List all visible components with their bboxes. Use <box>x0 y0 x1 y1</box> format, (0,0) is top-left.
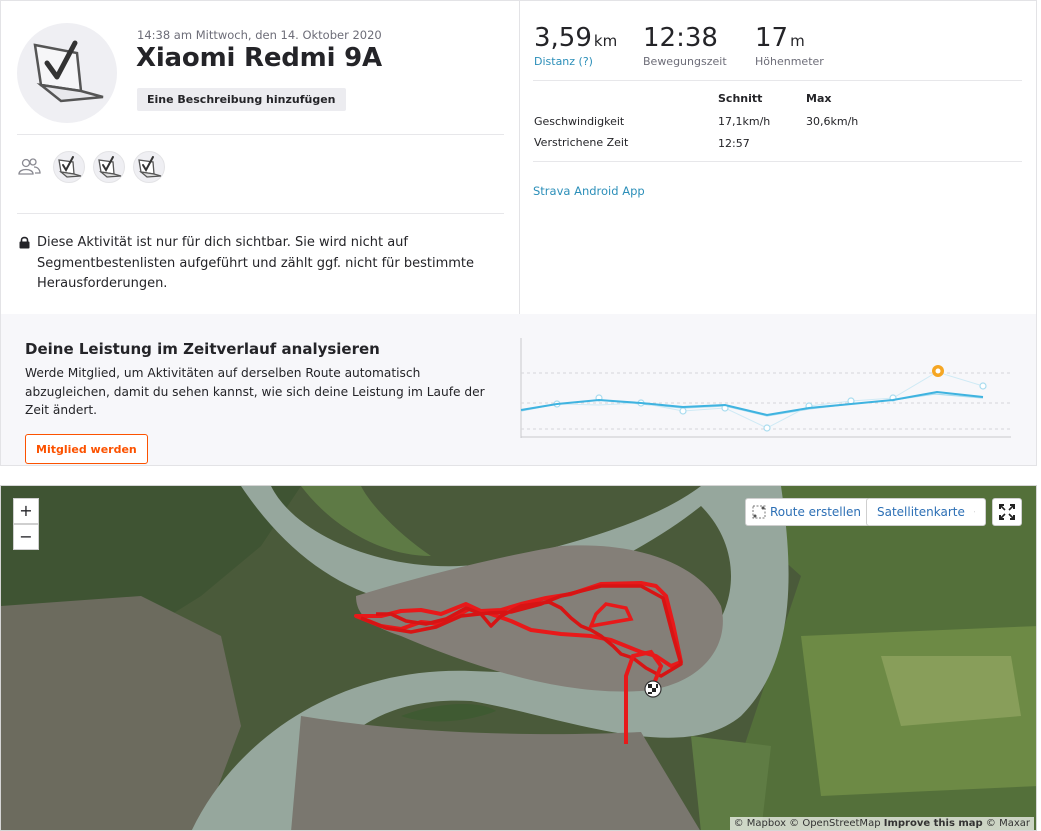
map-type-label: Satellitenkarte <box>877 505 965 519</box>
analysis-text: Werde Mitglied, um Aktivitäten auf derse… <box>25 366 485 417</box>
table-header-average: Schnitt <box>718 92 763 105</box>
elevation-label: Höhenmeter <box>755 55 824 68</box>
map-attribution: © Mapbox © OpenStreetMap Improve this ma… <box>729 817 1034 830</box>
table-row-label: Geschwindigkeit <box>534 115 625 128</box>
laptop-check-icon <box>138 156 162 178</box>
zoom-in-button[interactable]: + <box>13 498 39 524</box>
distance-value: 3,59 km <box>534 23 618 53</box>
distance-help-link[interactable]: Distanz (?) <box>534 55 593 68</box>
checkered-flag-icon <box>648 684 658 694</box>
privacy-text: Diese Aktivität ist nur für dich sichtba… <box>37 235 475 291</box>
map-type-select[interactable]: Satellitenkarte <box>866 498 986 526</box>
chart-points-line <box>520 371 984 429</box>
satellite-map-image[interactable] <box>1 486 1037 831</box>
table-header-max: Max <box>806 92 832 105</box>
moving-time-value: 12:38 <box>643 23 718 53</box>
elevation-value: 17 m <box>755 23 805 53</box>
route-line <box>360 584 683 678</box>
laptop-check-icon <box>33 40 104 103</box>
chart-points <box>553 382 987 432</box>
activity-datetime: 14:38 am Mittwoch, den 14. Oktober 2020 <box>137 28 382 42</box>
zoom-out-button[interactable]: − <box>13 524 39 550</box>
create-route-label: Route erstellen <box>770 505 861 519</box>
trend-chart <box>520 338 1011 438</box>
improve-map-link[interactable]: Improve this map <box>883 818 983 829</box>
activity-title[interactable]: Xiaomi Redmi 9A <box>136 43 382 73</box>
chart-current-line <box>520 390 984 417</box>
stat-distance: 3,59 km Distanz (?) <box>534 23 617 68</box>
attribution-text[interactable]: © Mapbox © OpenStreetMap <box>733 818 881 829</box>
become-member-button[interactable]: Mitglied werden <box>25 434 148 464</box>
laptop-check-icon <box>58 156 82 178</box>
kudos-avatar[interactable] <box>133 151 165 183</box>
table-cell-max: 30,6km/h <box>806 115 859 128</box>
fullscreen-icon <box>999 504 1015 520</box>
device-app-link[interactable]: Strava Android App <box>533 184 645 198</box>
route-icon <box>752 505 766 519</box>
elevation-unit: m <box>790 32 805 50</box>
activity-avatar <box>17 23 117 123</box>
add-description-button[interactable]: Eine Beschreibung hinzufügen <box>137 88 346 111</box>
kudos-avatar[interactable] <box>53 151 85 183</box>
route-line <box>624 649 664 744</box>
chart-point <box>979 382 987 390</box>
route-map[interactable]: + − Route erstellen Satellitenkarte © Ma… <box>0 485 1037 831</box>
activity-summary: 14:38 am Mittwoch, den 14. Oktober 2020 … <box>1 1 520 314</box>
create-route-button[interactable]: Route erstellen <box>745 498 870 526</box>
stat-moving-time: 12:38 Bewegungszeit <box>643 23 727 68</box>
route-line <box>588 602 634 629</box>
attribution-suffix[interactable]: © Maxar <box>985 818 1030 829</box>
divider <box>533 80 1022 81</box>
lock-icon <box>19 236 30 249</box>
divider <box>533 161 1022 162</box>
moving-time-label: Bewegungszeit <box>643 55 727 68</box>
chart-point <box>763 424 771 432</box>
activity-card: 14:38 am Mittwoch, den 14. Oktober 2020 … <box>0 0 1037 466</box>
chart-current-highlight-dot <box>935 368 941 374</box>
fullscreen-button[interactable] <box>992 498 1022 526</box>
kudos-avatar[interactable] <box>93 151 125 183</box>
chart-point <box>679 407 687 415</box>
analysis-title: Deine Leistung im Zeitverlauf analysiere… <box>25 340 380 358</box>
laptop-check-icon <box>98 156 122 178</box>
analysis-upsell: Deine Leistung im Zeitverlauf analysiere… <box>1 314 1036 465</box>
chevron-down-icon <box>973 511 975 513</box>
table-row-label: Verstrichene Zeit <box>534 136 629 149</box>
group-people-icon[interactable] <box>17 157 41 177</box>
stat-elevation: 17 m Höhenmeter <box>755 23 824 68</box>
distance-unit: km <box>593 32 618 50</box>
table-cell-average: 17,1km/h <box>718 115 771 128</box>
divider <box>17 134 504 135</box>
divider <box>17 213 504 214</box>
table-cell-average: 12:57 <box>718 137 750 150</box>
